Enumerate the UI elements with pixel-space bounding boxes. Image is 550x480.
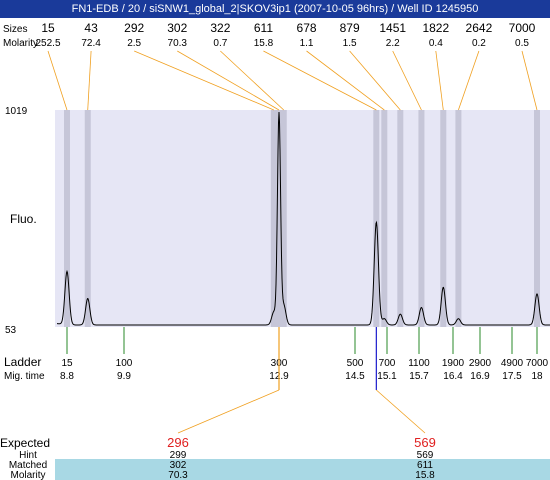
peak-band	[381, 110, 388, 327]
peak-size-label: 879	[340, 21, 360, 35]
ladder-size-label: 500	[347, 358, 364, 369]
peak-band	[455, 110, 462, 327]
peak-leader-line	[87, 50, 92, 111]
peak-size-label: 1451	[379, 21, 406, 35]
window-title: FN1-EDB / 20 / siSNW1_global_2|SKOV3ip1 …	[0, 0, 550, 18]
matched-label: Matched	[9, 460, 47, 471]
peak-bands	[64, 110, 540, 327]
peak-molarity-label: 72.4	[81, 38, 101, 49]
matched-value: 611	[417, 460, 433, 471]
expected-value: 569	[414, 435, 436, 450]
molarity-value: 70.3	[168, 470, 188, 480]
ladder-time-label: 14.5	[345, 371, 365, 382]
peak-molarity-label: 15.8	[254, 38, 274, 49]
molarity-value: 15.8	[415, 470, 435, 480]
peak-leader-line	[177, 50, 280, 111]
peak-molarity-label: 2.2	[386, 38, 400, 49]
molarity-row-bg	[55, 469, 550, 480]
peak-molarity-label: 2.5	[127, 38, 141, 49]
peak-molarity-label: 0.2	[472, 38, 486, 49]
molarity-row-label: Molarity	[3, 38, 38, 49]
matched-row-bg	[55, 459, 550, 469]
hint-value: 569	[417, 450, 434, 461]
peak-molarity-label: 70.3	[168, 38, 188, 49]
peak-leader-line	[220, 50, 285, 111]
peak-band	[373, 110, 380, 327]
expected-leader-line	[177, 389, 280, 434]
peak-leader-line	[349, 50, 401, 111]
expected-value: 296	[167, 435, 189, 450]
peak-band	[280, 110, 287, 327]
hint-value: 299	[170, 450, 187, 461]
ladder-size-label: 1100	[408, 358, 430, 369]
ladder-time-label: 9.9	[117, 371, 131, 382]
peak-molarity-label: 1.1	[300, 38, 314, 49]
peak-size-label: 302	[167, 21, 187, 35]
peak-molarity-label: 1.5	[343, 38, 357, 49]
ladder-size-label: 15	[61, 358, 73, 369]
peak-leader-line	[458, 50, 480, 111]
peak-leader-line	[435, 50, 444, 111]
expected-label: Expected	[0, 436, 50, 450]
ladder-markers: 158.81009.930012.950014.570015.1110015.7…	[60, 327, 549, 382]
ladder-time-label: 15.7	[409, 371, 429, 382]
peak-band	[64, 110, 70, 327]
peak-size-label: 43	[84, 21, 98, 35]
peak-band	[440, 110, 447, 327]
ladder-size-label: 100	[116, 358, 133, 369]
peak-labels: 15 252.5 43 72.4 292 2.5 302 70.3 322 0.7 611 15.8 6…	[35, 21, 535, 49]
ladder-time-label: 16.9	[470, 371, 490, 382]
peak-leader-line	[392, 50, 422, 111]
plot-area	[55, 110, 550, 327]
ladder-time-label: 18	[531, 371, 543, 382]
peak-band	[418, 110, 425, 327]
peak-leader-line	[263, 50, 377, 111]
y-axis-label: Fluo.	[10, 212, 37, 226]
ladder-time-label: 17.5	[502, 371, 522, 382]
y-max-label: 1019	[5, 106, 28, 117]
peak-band	[534, 110, 540, 327]
y-min-label: 53	[5, 325, 17, 336]
ladder-size-label: 2900	[469, 358, 492, 369]
peak-molarity-label: 0.5	[515, 38, 529, 49]
mig-time-label: Mig. time	[4, 371, 45, 382]
ladder-time-label: 16.4	[443, 371, 463, 382]
peak-molarity-label: 252.5	[35, 38, 60, 49]
peak-band	[270, 110, 277, 327]
table-molarity-label: Molarity	[10, 470, 45, 480]
electropherogram: 15 252.5 43 72.4 292 2.5 302 70.3 322 0.7 611 15.8 6…	[0, 18, 550, 480]
ladder-size-label: 7000	[526, 358, 549, 369]
sizes-row-label: Sizes	[3, 24, 27, 35]
peak-leader-line	[47, 50, 68, 111]
peak-size-label: 322	[210, 21, 230, 35]
peak-band	[84, 110, 91, 327]
fluorescence-trace	[57, 111, 550, 326]
electropherogram-svg: 15252.54372.42922.530270.33220.761115.86…	[0, 21, 550, 480]
ladder-time-label: 15.1	[377, 371, 397, 382]
ladder-size-label: 4900	[501, 358, 524, 369]
peak-leader-lines	[47, 50, 538, 111]
ladder-label: Ladder	[4, 355, 41, 369]
peak-size-label: 678	[297, 21, 317, 35]
peak-leader-line	[134, 50, 274, 111]
peak-size-label: 1822	[422, 21, 449, 35]
peak-size-label: 2642	[466, 21, 493, 35]
ladder-size-label: 1900	[442, 358, 465, 369]
expected-leader-line	[376, 389, 426, 434]
hint-label: Hint	[19, 450, 37, 461]
ladder-time-label: 8.8	[60, 371, 74, 382]
peak-molarity-label: 0.7	[213, 38, 227, 49]
ladder-size-label: 700	[379, 358, 396, 369]
peak-size-label: 15	[41, 21, 55, 35]
peak-leader-line	[306, 50, 385, 111]
peak-size-label: 7000	[509, 21, 536, 35]
matched-value: 302	[170, 460, 187, 471]
peak-band	[397, 110, 404, 327]
peak-band	[276, 110, 282, 327]
peak-leader-line	[521, 50, 538, 111]
peak-size-label: 611	[254, 21, 273, 35]
peak-size-label: 292	[124, 21, 144, 35]
peak-molarity-label: 0.4	[429, 38, 443, 49]
